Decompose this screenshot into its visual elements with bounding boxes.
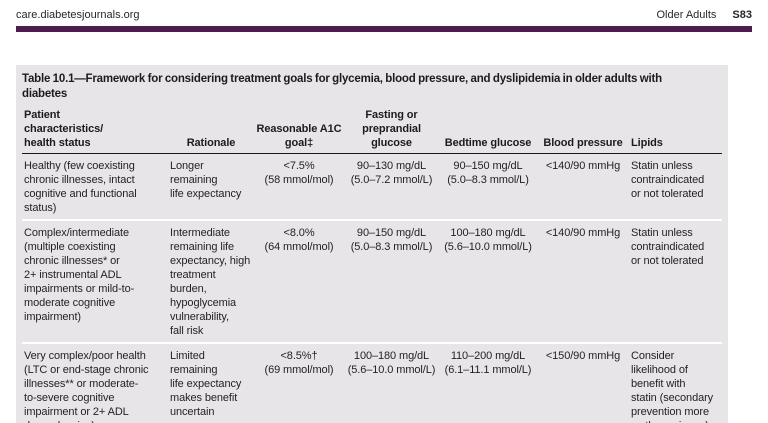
col-header-blood-pressure: Blood pressure (537, 108, 629, 154)
running-header: care.diabetesjournals.org Older Adults S… (0, 0, 768, 21)
col-header-a1c-goal: Reasonable A1C goal‡ (254, 108, 344, 154)
table-row-very-complex-poor-health: Very complex/poor health (LTC or end-sta… (22, 342, 722, 423)
cell-rationale: Longer remaining life expectancy (170, 160, 242, 200)
cell-fasting: 100–180 mg/dL (5.6–10.0 mmol/L) (344, 342, 439, 423)
cell-lipids: Statin unless contraindicated or not tol… (631, 160, 705, 200)
running-header-right: Older Adults S83 (657, 9, 753, 21)
cell-bedtime: 100–180 mg/dL (5.6–10.0 mmol/L) (439, 219, 537, 343)
journal-url: care.diabetesjournals.org (16, 9, 140, 21)
cell-bedtime: 110–200 mg/dL (6.1–11.1 mmol/L) (439, 342, 537, 423)
header-rule (16, 26, 752, 32)
cell-fasting: 90–130 mg/dL (5.0–7.2 mmol/L) (350, 160, 433, 186)
section-title: Older Adults (656, 9, 717, 21)
treatment-goals-table: Patient characteristics/ health status R… (22, 108, 722, 423)
table-title: Table 10.1—Framework for considering tre… (22, 73, 662, 100)
cell-patient: Healthy (few coexisting chronic illnesse… (24, 160, 137, 214)
cell-blood-pressure: <150/90 mmHg (537, 342, 629, 423)
cell-lipids: Statin unless contraindicated or not tol… (629, 219, 722, 343)
cell-patient: Very complex/poor health (LTC or end-sta… (22, 342, 168, 423)
cell-a1c: <8.0% (64 mmol/mol) (254, 219, 344, 343)
col-header-patient-characteristics: Patient characteristics/ health status (22, 108, 168, 154)
cell-rationale: Limited remaining life expectancy makes … (168, 342, 254, 423)
table-header-row: Patient characteristics/ health status R… (22, 108, 722, 154)
table-row-healthy: Healthy (few coexisting chronic illnesse… (22, 154, 722, 221)
col-header-fasting-glucose: Fasting or preprandial glucose (344, 108, 439, 154)
page-number: S83 (732, 9, 752, 21)
cell-blood-pressure: <140/90 mmHg (545, 160, 621, 172)
cell-patient: Complex/intermediate (multiple coexistin… (22, 219, 168, 343)
cell-blood-pressure: <140/90 mmHg (537, 219, 629, 343)
cell-a1c: <7.5% (58 mmol/mol) (264, 160, 334, 186)
col-header-bedtime-glucose: Bedtime glucose (439, 108, 537, 154)
table-row-complex-intermediate: Complex/intermediate (multiple coexistin… (22, 219, 722, 343)
cell-bedtime: 90–150 mg/dL (5.0–8.3 mmol/L) (447, 160, 529, 186)
treatment-goals-table-block: Table 10.1—Framework for considering tre… (16, 65, 728, 423)
cell-a1c: <8.5%† (69 mmol/mol) (254, 342, 344, 423)
cell-lipids: Consider likelihood of benefit with stat… (629, 342, 722, 423)
col-header-rationale: Rationale (168, 108, 254, 154)
cell-rationale: Intermediate remaining life expectancy, … (168, 219, 254, 343)
cell-fasting: 90–150 mg/dL (5.0–8.3 mmol/L) (344, 219, 439, 343)
col-header-lipids: Lipids (629, 108, 722, 154)
